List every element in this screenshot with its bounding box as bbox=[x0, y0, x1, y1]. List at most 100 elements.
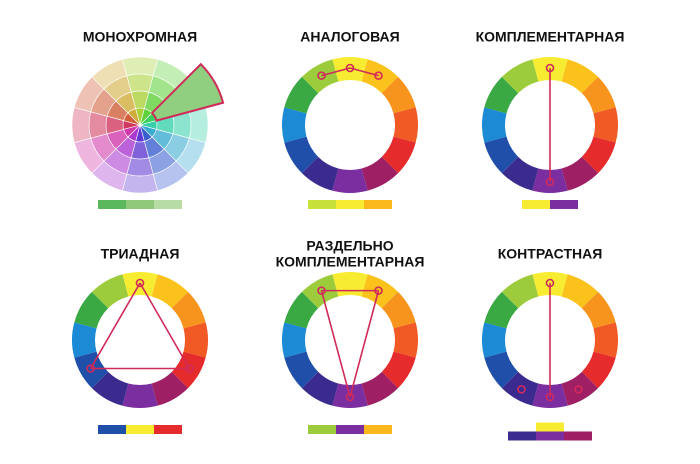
marker-dot bbox=[574, 385, 583, 394]
marker-dot bbox=[135, 278, 145, 288]
marker-dot bbox=[545, 177, 555, 187]
swatch bbox=[336, 200, 364, 209]
wheel-segment bbox=[183, 322, 208, 358]
wheel-segment bbox=[484, 351, 519, 389]
wheel-segment bbox=[151, 371, 189, 406]
marker-dot bbox=[317, 286, 326, 295]
marker-dot bbox=[185, 364, 194, 373]
wheel-segment bbox=[91, 371, 129, 406]
marker-dot bbox=[345, 63, 355, 73]
swatch bbox=[364, 425, 392, 434]
wheel-segment bbox=[171, 351, 206, 389]
wheel-segment bbox=[581, 291, 616, 329]
wheel-segment bbox=[482, 322, 507, 358]
panel-title: КОМПЛЕМЕНТАРНАЯ bbox=[276, 254, 425, 270]
wheel-segment bbox=[482, 107, 507, 143]
wheel-segment bbox=[122, 56, 158, 77]
panel: МОНОХРОМНАЯ bbox=[71, 29, 225, 209]
wheel-segment bbox=[581, 351, 616, 389]
connector bbox=[320, 290, 351, 398]
wheel-segment bbox=[561, 274, 599, 309]
connector bbox=[349, 290, 380, 398]
wheel-segment bbox=[581, 136, 616, 174]
swatch bbox=[126, 200, 154, 209]
marker-dot bbox=[517, 385, 526, 394]
panel-title: КОМПЛЕМЕНТАРНАЯ bbox=[476, 29, 625, 45]
swatch bbox=[336, 425, 364, 434]
marker-dot bbox=[374, 286, 383, 295]
swatch bbox=[154, 425, 182, 434]
swatch bbox=[536, 422, 564, 432]
wheel-segment bbox=[484, 76, 519, 114]
panel: КОМПЛЕМЕНТАРНАЯ bbox=[476, 29, 625, 209]
wheel-segment bbox=[484, 136, 519, 174]
wheel-segment bbox=[301, 274, 339, 309]
panel: ТРИАДНАЯ bbox=[72, 246, 208, 434]
marker-dot bbox=[545, 278, 555, 288]
swatch bbox=[564, 431, 592, 441]
wheel-segment bbox=[393, 107, 418, 143]
swatch bbox=[508, 431, 536, 441]
marker-dot bbox=[86, 364, 95, 373]
wheel-segment bbox=[171, 291, 206, 329]
wheel-segment bbox=[381, 351, 416, 389]
wheel-segment bbox=[361, 59, 399, 94]
marker-dot bbox=[545, 392, 555, 402]
wheel-segment bbox=[301, 156, 339, 191]
wheel-segment bbox=[501, 156, 539, 191]
swatch bbox=[522, 200, 550, 209]
wheel-segment bbox=[122, 383, 158, 408]
swatch bbox=[98, 425, 126, 434]
wheel-segment bbox=[361, 156, 399, 191]
wheel-segment bbox=[188, 107, 209, 143]
wheel-segment bbox=[284, 291, 319, 329]
wheel-segment bbox=[332, 272, 368, 297]
connector bbox=[321, 67, 351, 77]
wheel-segment bbox=[393, 322, 418, 358]
connector bbox=[139, 282, 191, 369]
wheel-segment bbox=[381, 76, 416, 114]
marker-dot bbox=[345, 392, 355, 402]
swatch bbox=[536, 431, 564, 441]
connector bbox=[349, 67, 379, 77]
wheel-segment bbox=[151, 274, 189, 309]
panel-title: РАЗДЕЛЬНО bbox=[306, 238, 393, 254]
wheel-segment bbox=[332, 168, 368, 193]
wheel-segment bbox=[72, 322, 97, 358]
marker-dot bbox=[374, 71, 383, 80]
wheel-segment bbox=[501, 371, 539, 406]
wheel-segment bbox=[301, 371, 339, 406]
wheel-segment bbox=[284, 76, 319, 114]
wheel-segment bbox=[282, 322, 307, 358]
wheel-segment bbox=[361, 274, 399, 309]
wheel-segment bbox=[593, 322, 618, 358]
swatch bbox=[308, 425, 336, 434]
wheel-segment bbox=[74, 351, 109, 389]
wheel-segment bbox=[561, 59, 599, 94]
wheel-segment bbox=[122, 173, 158, 194]
wheel-segment bbox=[593, 107, 618, 143]
wheel-segment bbox=[282, 107, 307, 143]
marker-dot bbox=[545, 63, 555, 73]
swatch bbox=[550, 200, 578, 209]
wheel-segment bbox=[581, 76, 616, 114]
swatch bbox=[364, 200, 392, 209]
panel-title: МОНОХРОМНАЯ bbox=[83, 29, 197, 45]
wheel-segment bbox=[91, 58, 128, 90]
panel-title: КОНТРАСТНАЯ bbox=[498, 246, 603, 262]
connector bbox=[89, 282, 141, 369]
wheel-segment bbox=[284, 136, 319, 174]
swatch bbox=[308, 200, 336, 209]
wheel-segment bbox=[332, 57, 368, 82]
marker-dot bbox=[317, 71, 326, 80]
wheel-segment bbox=[361, 371, 399, 406]
panel-title: АНАЛОГОВАЯ bbox=[300, 29, 399, 45]
wheel-segment bbox=[561, 156, 599, 191]
swatch bbox=[98, 200, 126, 209]
panel: КОНТРАСТНАЯ bbox=[482, 246, 618, 441]
wheel-segment bbox=[501, 59, 539, 94]
highlight-wedge bbox=[150, 62, 225, 122]
wheel-segment bbox=[74, 291, 109, 329]
wheel-segment bbox=[381, 291, 416, 329]
